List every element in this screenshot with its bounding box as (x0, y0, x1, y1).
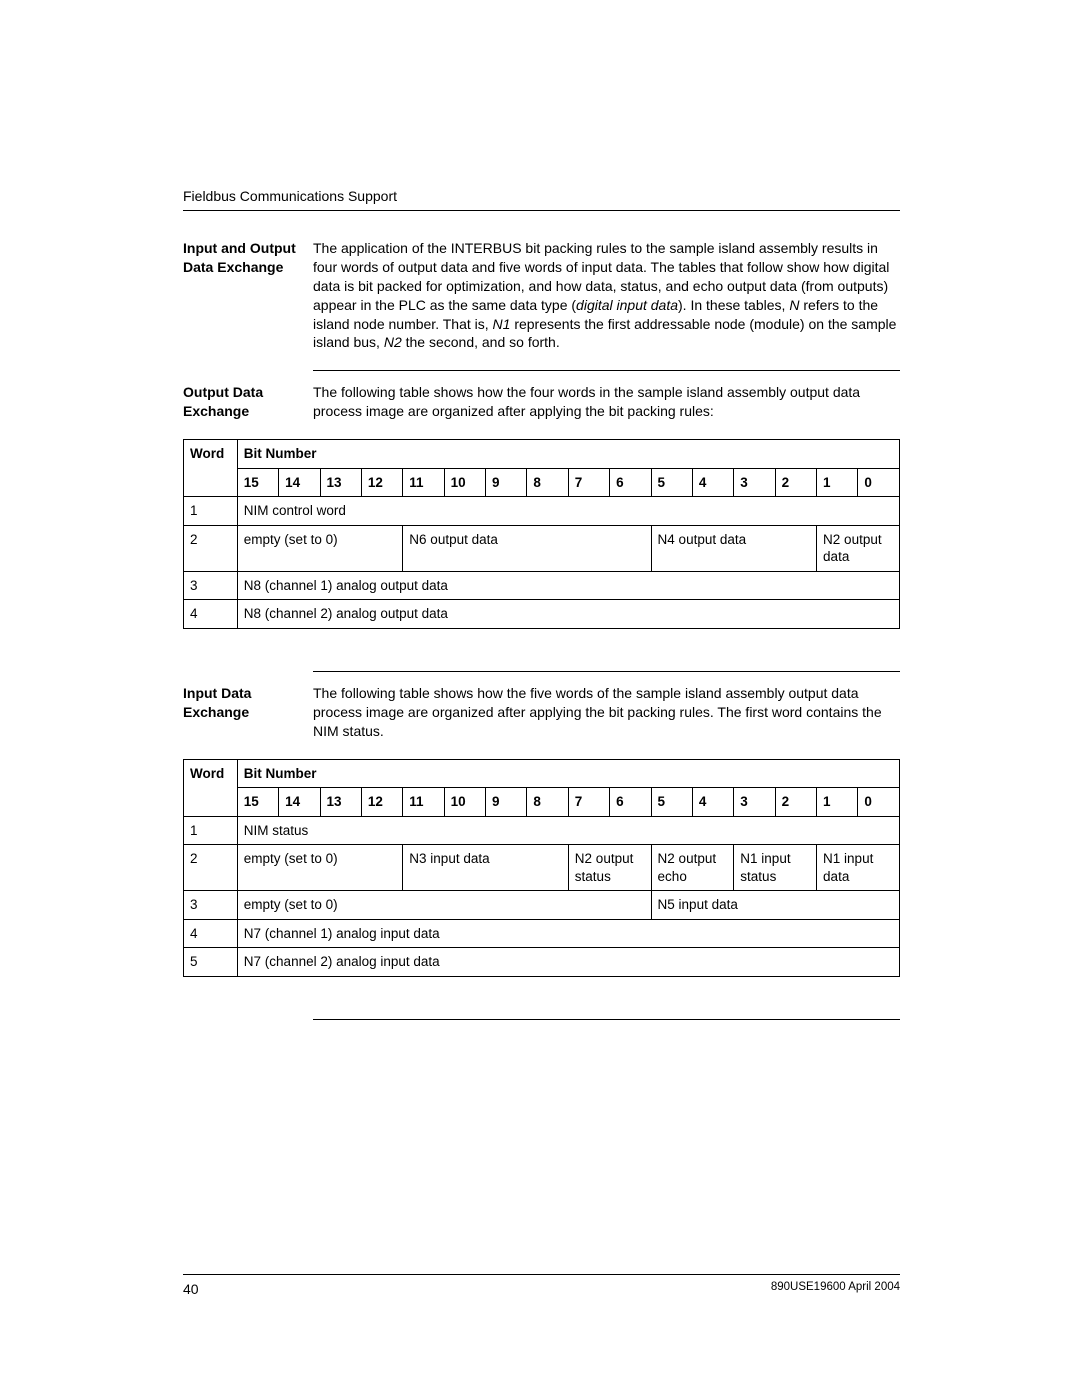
table-cell: NIM control word (237, 497, 899, 526)
table-header-bitnum: 10 (444, 468, 485, 497)
table-header-bitnum: 0 (858, 468, 900, 497)
table-header-bitnum: 11 (403, 468, 444, 497)
section-rule (313, 370, 900, 371)
table-cell: empty (set to 0) (237, 891, 651, 920)
section-body: The following table shows how the four w… (313, 383, 900, 421)
header-rule (183, 210, 900, 211)
table-header-bitnum: 11 (403, 788, 444, 817)
table-header-bitnum: 3 (734, 788, 775, 817)
table-header-bitnum: 15 (237, 468, 278, 497)
table-header-bitnum: 7 (568, 788, 609, 817)
table-row: 2empty (set to 0)N6 output dataN4 output… (184, 525, 900, 571)
table-cell: N7 (channel 2) analog input data (237, 948, 899, 977)
table-cell-word: 3 (184, 891, 238, 920)
section-title: Output Data Exchange (183, 383, 313, 421)
section-input-data-exchange: Input Data Exchange The following table … (183, 684, 900, 741)
section-body: The following table shows how the five w… (313, 684, 900, 741)
table-cell-word: 1 (184, 816, 238, 845)
page-number: 40 (183, 1281, 199, 1297)
table-header-bitnum: 9 (486, 788, 527, 817)
table-cell: NIM status (237, 816, 899, 845)
table-header-bitnum: 5 (651, 788, 692, 817)
table-cell: N5 input data (651, 891, 899, 920)
table-cell-word: 3 (184, 571, 238, 600)
section-body: The application of the INTERBUS bit pack… (313, 239, 900, 352)
section-rule (313, 1019, 900, 1020)
table-header-bitnum: 3 (734, 468, 775, 497)
table-cell: N8 (channel 2) analog output data (237, 600, 899, 629)
table-cell-word: 2 (184, 845, 238, 891)
input-table: WordBit Number15141312111098765432101NIM… (183, 759, 900, 977)
table-cell-word: 1 (184, 497, 238, 526)
table-cell: N2 output data (817, 525, 900, 571)
table-row: 4N8 (channel 2) analog output data (184, 600, 900, 629)
running-head: Fieldbus Communications Support (183, 188, 900, 204)
table-cell-word: 2 (184, 525, 238, 571)
table-cell: empty (set to 0) (237, 525, 403, 571)
table-header-bits: Bit Number (237, 759, 899, 788)
section-rule (313, 671, 900, 672)
table-header-word: Word (184, 759, 238, 816)
table-header-bitnum: 4 (692, 788, 733, 817)
section-output-data-exchange: Output Data Exchange The following table… (183, 383, 900, 421)
table-row: 2empty (set to 0)N3 input dataN2 output … (184, 845, 900, 891)
table-cell-word: 5 (184, 948, 238, 977)
page-footer: 40 890USE19600 April 2004 (183, 1274, 900, 1297)
table-header-bitnum: 8 (527, 468, 568, 497)
table-cell: N6 output data (403, 525, 651, 571)
table-row: 1NIM status (184, 816, 900, 845)
table-cell: N2 output echo (651, 845, 734, 891)
section-title: Input and Output Data Exchange (183, 239, 313, 277)
table-header-bitnum: 14 (279, 468, 320, 497)
table-header-bitnum: 1 (817, 468, 858, 497)
table-cell: N8 (channel 1) analog output data (237, 571, 899, 600)
table-header-bitnum: 2 (775, 468, 816, 497)
table-header-bitnum: 9 (486, 468, 527, 497)
table-header-bitnum: 13 (320, 468, 361, 497)
output-table: WordBit Number15141312111098765432101NIM… (183, 439, 900, 629)
table-row: 1NIM control word (184, 497, 900, 526)
table-header-bitnum: 6 (610, 788, 651, 817)
table-cell: N3 input data (403, 845, 569, 891)
table-row: 3N8 (channel 1) analog output data (184, 571, 900, 600)
table-header-bitnum: 5 (651, 468, 692, 497)
table-header-bitnum: 12 (361, 788, 402, 817)
table-header-bitnum: 2 (775, 788, 816, 817)
page: Fieldbus Communications Support Input an… (0, 0, 1080, 1397)
table-row: 4N7 (channel 1) analog input data (184, 919, 900, 948)
table-row: 3empty (set to 0)N5 input data (184, 891, 900, 920)
table-header-bitnum: 1 (817, 788, 858, 817)
table-cell: empty (set to 0) (237, 845, 403, 891)
table-cell-word: 4 (184, 600, 238, 629)
table-header-bitnum: 4 (692, 468, 733, 497)
table-cell: N1 input data (817, 845, 900, 891)
section-title: Input Data Exchange (183, 684, 313, 722)
table-header-bitnum: 6 (610, 468, 651, 497)
table-header-bitnum: 13 (320, 788, 361, 817)
table-header-bitnum: 8 (527, 788, 568, 817)
table-cell-word: 4 (184, 919, 238, 948)
table-header-bitnum: 15 (237, 788, 278, 817)
table-header-bitnum: 14 (279, 788, 320, 817)
table-cell: N7 (channel 1) analog input data (237, 919, 899, 948)
table-row: 5N7 (channel 2) analog input data (184, 948, 900, 977)
doc-id: 890USE19600 April 2004 (771, 1281, 900, 1297)
section-io-data-exchange: Input and Output Data Exchange The appli… (183, 239, 900, 352)
table-header-bitnum: 0 (858, 788, 900, 817)
table-cell: N2 output status (568, 845, 651, 891)
table-header-bits: Bit Number (237, 440, 899, 469)
table-header-bitnum: 12 (361, 468, 402, 497)
table-cell: N4 output data (651, 525, 817, 571)
table-header-bitnum: 7 (568, 468, 609, 497)
table-header-word: Word (184, 440, 238, 497)
table-header-bitnum: 10 (444, 788, 485, 817)
table-cell: N1 input status (734, 845, 817, 891)
